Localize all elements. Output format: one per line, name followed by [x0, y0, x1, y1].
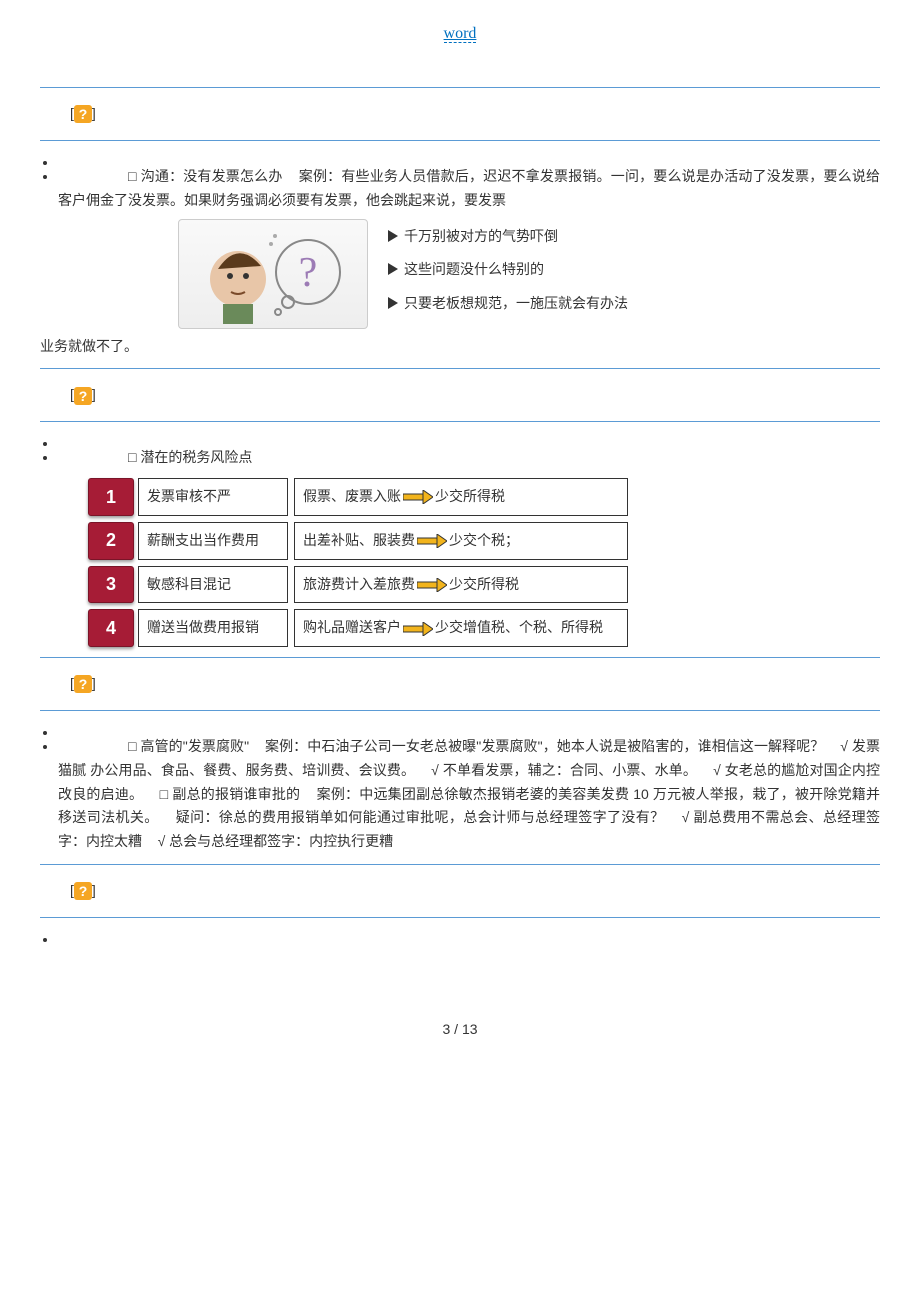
question-marker: [?]	[70, 879, 880, 903]
question-text: 徐总的费用报销单如何能通过审批呢，总会计师与总经理签字了没有？	[219, 809, 665, 825]
risk-col-left: 发票审核不严	[138, 478, 288, 516]
figure-bullet: 只要老板想规范，一施压就会有办法	[388, 292, 880, 316]
divider	[40, 710, 880, 711]
risk-text-b: 少交个税；	[449, 529, 519, 553]
case-prefix: 案例：	[317, 786, 360, 802]
list-item	[58, 928, 880, 938]
bracket-close: ]	[92, 386, 96, 402]
divider	[40, 917, 880, 918]
arrow-icon	[417, 529, 447, 553]
list-item	[58, 721, 880, 731]
figure-bullet-text: 这些问题没什么特别的	[404, 261, 544, 277]
list-item: □ 潜在的税务风险点 1 发票审核不严 假票、废票入账 少交所得税 2 薪酬支出…	[58, 446, 880, 647]
risk-col-right: 假票、废票入账 少交所得税	[294, 478, 628, 516]
question-icon: ?	[74, 387, 92, 405]
risk-text-a: 假票、废票入账	[303, 485, 401, 509]
topic-label: □ 潜在的税务风险点	[128, 446, 880, 470]
list-item: □ 高管的"发票腐败" 案例：中石油子公司一女老总被曝"发票腐败"，她本人说是被…	[58, 735, 880, 854]
table-row: 3 敏感科目混记 旅游费计入差旅费 少交所得税	[88, 566, 628, 604]
triangle-icon	[388, 297, 398, 309]
figure-row: ? 千万别被对方的气势吓倒 这些问题没什么特别的 只要老板想规范，一施压就会有办…	[178, 219, 880, 329]
divider	[40, 864, 880, 865]
list-item	[58, 151, 880, 161]
header-link-text: word	[444, 25, 477, 43]
question-icon: ?	[74, 675, 92, 693]
figure-bullet-text: 只要老板想规范，一施压就会有办法	[404, 295, 628, 311]
table-row: 4 赠送当做费用报销 购礼品赠送客户 少交增值税、个税、所得税	[88, 609, 628, 647]
figure-bullet: 千万别被对方的气势吓倒	[388, 225, 880, 249]
risk-col-right: 旅游费计入差旅费 少交所得税	[294, 566, 628, 604]
divider	[40, 368, 880, 369]
bracket-close: ]	[92, 105, 96, 121]
risk-col-left: 赠送当做费用报销	[138, 609, 288, 647]
arrow-icon	[403, 616, 433, 640]
risk-text-b: 少交增值税、个税、所得税	[435, 616, 603, 640]
case-prefix: 案例：	[299, 168, 342, 184]
arrow-icon	[403, 485, 433, 509]
divider	[40, 421, 880, 422]
risk-table: 1 发票审核不严 假票、废票入账 少交所得税 2 薪酬支出当作费用 出差补贴、服…	[88, 478, 628, 647]
case-prefix: 案例：	[265, 738, 307, 754]
risk-text-a: 出差补贴、服装费	[303, 529, 415, 553]
svg-text:?: ?	[79, 388, 88, 404]
divider	[40, 87, 880, 88]
risk-text-b: 少交所得税	[449, 573, 519, 597]
check-text: 不单看发票，辅之：合同、小票、水单。	[443, 762, 697, 778]
question-icon: ?	[74, 105, 92, 123]
topic-label: □ 高管的"发票腐败"	[128, 738, 249, 754]
divider	[40, 657, 880, 658]
bracket-close: ]	[92, 882, 96, 898]
section-2-list: □ 潜在的税务风险点 1 发票审核不严 假票、废票入账 少交所得税 2 薪酬支出…	[58, 432, 880, 647]
table-row: 2 薪酬支出当作费用 出差补贴、服装费 少交个税；	[88, 522, 628, 560]
risk-col-right: 购礼品赠送客户 少交增值税、个税、所得税	[294, 609, 628, 647]
check-label: √	[682, 809, 690, 825]
check-label: √	[431, 762, 439, 778]
triangle-icon	[388, 263, 398, 275]
header-link[interactable]: word	[40, 20, 880, 47]
triangle-icon	[388, 230, 398, 242]
topic-label-2: □ 副总的报销谁审批的	[160, 786, 301, 802]
paragraph-tail: 业务就做不了。	[40, 335, 880, 359]
table-row: 1 发票审核不严 假票、废票入账 少交所得税	[88, 478, 628, 516]
section-1-list: □ 沟通：没有发票怎么办 案例：有些业务人员借款后，迟迟不拿发票报销。一问，要么…	[58, 151, 880, 329]
section-3-list: □ 高管的"发票腐败" 案例：中石油子公司一女老总被曝"发票腐败"，她本人说是被…	[58, 721, 880, 854]
figure-bullet: 这些问题没什么特别的	[388, 258, 880, 282]
question-marker: [?]	[70, 672, 880, 696]
list-item	[58, 432, 880, 442]
question-label: 疑问：	[176, 809, 219, 825]
risk-col-left: 薪酬支出当作费用	[138, 522, 288, 560]
check-label: √ 总会与总经理都签字：内控执行更糟	[158, 833, 394, 849]
question-marker: [?]	[70, 102, 880, 126]
row-number: 2	[88, 522, 134, 560]
case-text: 中石油子公司一女老总被曝"发票腐败"，她本人说是被陷害的，谁相信这一解释呢？	[307, 738, 824, 754]
list-item: □ 沟通：没有发票怎么办 案例：有些业务人员借款后，迟迟不拿发票报销。一问，要么…	[58, 165, 880, 329]
paragraph: □ 高管的"发票腐败" 案例：中石油子公司一女老总被曝"发票腐败"，她本人说是被…	[58, 735, 880, 854]
check-text: 办公用品、食品、餐费、服务费、培训费、会议费。	[90, 762, 415, 778]
question-icon: ?	[74, 882, 92, 900]
row-number: 3	[88, 566, 134, 604]
risk-text-a: 购礼品赠送客户	[303, 616, 401, 640]
section-4-list	[58, 928, 880, 938]
risk-col-right: 出差补贴、服装费 少交个税；	[294, 522, 628, 560]
figure-bullet-text: 千万别被对方的气势吓倒	[404, 228, 558, 244]
page-number: 3 / 13	[40, 1018, 880, 1042]
question-marker: [?]	[70, 383, 880, 407]
svg-text:?: ?	[299, 250, 318, 296]
row-number: 4	[88, 609, 134, 647]
topic-label: □ 沟通：没有发票怎么办	[128, 168, 283, 184]
risk-text-a: 旅游费计入差旅费	[303, 573, 415, 597]
paragraph: □ 沟通：没有发票怎么办 案例：有些业务人员借款后，迟迟不拿发票报销。一问，要么…	[58, 165, 880, 213]
thinking-person-image: ?	[178, 219, 368, 329]
arrow-icon	[417, 573, 447, 597]
divider	[40, 140, 880, 141]
risk-text-b: 少交所得税	[435, 485, 505, 509]
svg-text:?: ?	[79, 883, 88, 899]
row-number: 1	[88, 478, 134, 516]
svg-text:?: ?	[79, 676, 88, 692]
svg-text:?: ?	[79, 106, 88, 122]
figure-bullet-list: 千万别被对方的气势吓倒 这些问题没什么特别的 只要老板想规范，一施压就会有办法	[388, 219, 880, 326]
risk-col-left: 敏感科目混记	[138, 566, 288, 604]
bracket-close: ]	[92, 675, 96, 691]
